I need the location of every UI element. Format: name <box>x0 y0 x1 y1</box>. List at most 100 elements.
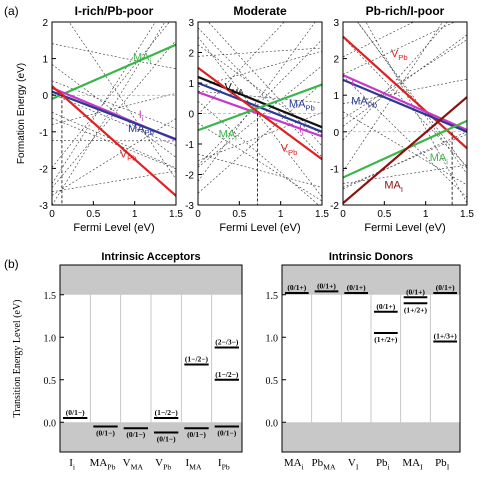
background-dashed-line <box>68 22 176 180</box>
y-tick-label: 1.5 <box>266 291 279 302</box>
background-dashed-line <box>198 153 322 188</box>
transition-level-label: (0/1+) <box>376 302 395 311</box>
series-label-i-i: Ii <box>299 123 304 137</box>
y-axis-label: Formation Energy (eV) <box>16 63 27 164</box>
series-line-v-ma <box>198 75 322 129</box>
y-tick-label: 3 <box>333 18 339 29</box>
valence-band <box>60 422 242 452</box>
y-tick-label: 1.5 <box>44 291 57 302</box>
background-dashed-line <box>198 44 322 136</box>
chart-title: Intrinsic Acceptors <box>101 251 200 263</box>
x-axis-label: Fermi Level (eV) <box>364 222 445 234</box>
series-label-v-pb: VPb <box>281 143 298 157</box>
plot-frame <box>59 264 243 453</box>
y-tick-label: 0.0 <box>44 418 57 429</box>
y-tick-label: 1.0 <box>266 333 279 344</box>
chart-moderate: Moderate -3 -2 -1 0 1 2 3 0 0.5 1 1.5 Fermi Level (e… <box>185 4 329 234</box>
transition-level-label: (0/1+) <box>406 287 425 296</box>
y-tick-label: -2 <box>330 201 339 212</box>
background-dashed-line <box>52 22 170 168</box>
series-label-ma-pb: MAPb <box>128 123 154 137</box>
series-line-ma-pb <box>52 90 176 141</box>
background-dashed-line <box>343 133 467 188</box>
defect-category-label: VPb <box>155 457 171 471</box>
background-dashed-line <box>343 22 456 75</box>
x-tick-label: 0.5 <box>377 209 391 220</box>
y-tick-label: 2 <box>188 49 194 60</box>
series-line-ma-pb <box>343 78 467 133</box>
background-dashed-line <box>198 65 322 168</box>
defect-category-label: VMA <box>123 457 144 471</box>
y-tick-label: 0.0 <box>266 418 279 429</box>
series-label-i-i: Ii <box>351 77 356 91</box>
transition-level-label: (0/1−) <box>157 434 176 443</box>
background-dashed-line <box>343 34 467 127</box>
transition-level-label: (1+/2+) <box>404 305 428 314</box>
background-dashed-line <box>198 47 322 57</box>
plot-area <box>52 22 176 205</box>
background-dashed-line <box>343 22 444 172</box>
defect-category-label: Ii <box>69 457 75 471</box>
transition-level-label: (0/1+) <box>287 283 306 292</box>
series-label-v-pb: VPb <box>120 148 137 162</box>
background-dashed-line <box>52 43 176 70</box>
chart-title: Pb-rich/I-poor <box>366 4 445 18</box>
background-dashed-line <box>52 118 176 196</box>
transition-level-label: (0/1−) <box>96 429 115 438</box>
plot-frame <box>51 21 177 206</box>
series-label-ma-pb: MAPb <box>351 95 377 109</box>
series-line-v-pb <box>52 85 176 197</box>
background-dashed-line <box>52 22 166 205</box>
x-tick-label: 0.5 <box>86 209 100 220</box>
transition-level-label: (0/1−) <box>187 430 206 439</box>
transition-level-label: (0/1+) <box>317 281 336 290</box>
y-tick-label: 0.5 <box>44 376 57 387</box>
y-tick-label: -1 <box>185 140 194 151</box>
y-tick-label: 1 <box>333 91 339 102</box>
y-tick-label: 1 <box>188 79 194 90</box>
chart-acceptors: Intrinsic Acceptors 0.0 0.5 1.0 1.5 Transitio… <box>12 251 243 471</box>
transition-level-label: (1+/3+) <box>434 332 458 341</box>
y-tick-label: -2 <box>39 164 48 175</box>
background-dashed-line <box>52 117 176 170</box>
y-tick-label: 0.5 <box>266 376 279 387</box>
background-dashed-line <box>343 22 415 58</box>
background-dashed-line <box>343 75 467 198</box>
x-tick-label: 0 <box>195 209 201 220</box>
series-label-v-ma: VMA <box>224 82 244 96</box>
background-dashed-line <box>198 100 320 205</box>
plot-area <box>343 22 467 205</box>
transition-level-label: (2−/3−) <box>215 337 239 346</box>
chart-i-rich: I-rich/Pb-poor -3 -2 -1 0 1 2 0 0.5 1 1.5 Fermi Lev… <box>16 4 183 234</box>
y-tick-label: 2 <box>333 55 339 66</box>
series-label-ma-i: MAi <box>430 152 449 166</box>
y-tick-label: 1 <box>42 55 48 66</box>
background-dashed-line <box>198 36 322 198</box>
series-label-i-i: Ii <box>139 109 144 123</box>
x-tick-label: 1 <box>423 209 429 220</box>
background-dashed-line <box>343 22 448 141</box>
transition-level-label: (1−/2−) <box>155 408 179 417</box>
background-dashed-line <box>207 22 322 147</box>
series-line-v-pb <box>198 66 322 161</box>
y-tick-label: -1 <box>39 128 48 139</box>
transition-level-label: (1+/2+) <box>374 335 398 344</box>
series-line-ma-i <box>198 83 322 132</box>
transition-level-label: (1−/2−) <box>215 370 239 379</box>
defect-category-label: PbMA <box>311 457 335 471</box>
background-dashed-line <box>356 22 467 169</box>
chart-donors: Intrinsic Donors 0.0 0.5 1.0 1.5 (0/1+) (0/1+)… <box>266 251 461 471</box>
x-tick-label: 1.5 <box>169 209 183 220</box>
transition-level-label: (0/1+) <box>436 283 455 292</box>
x-tick-label: 1.5 <box>315 209 329 220</box>
background-dashed-line <box>198 50 322 88</box>
series-line-ma-i <box>52 43 176 100</box>
valence-band <box>282 422 460 452</box>
transition-level-label: (0/1−) <box>217 429 236 438</box>
panel-label-b: (b) <box>4 257 19 271</box>
x-tick-label: 0.5 <box>232 209 246 220</box>
conduction-band <box>60 265 242 295</box>
transition-level-label: (0/1−) <box>66 408 85 417</box>
y-tick-label: 0 <box>42 91 48 102</box>
y-tick-label: 0 <box>333 128 339 139</box>
